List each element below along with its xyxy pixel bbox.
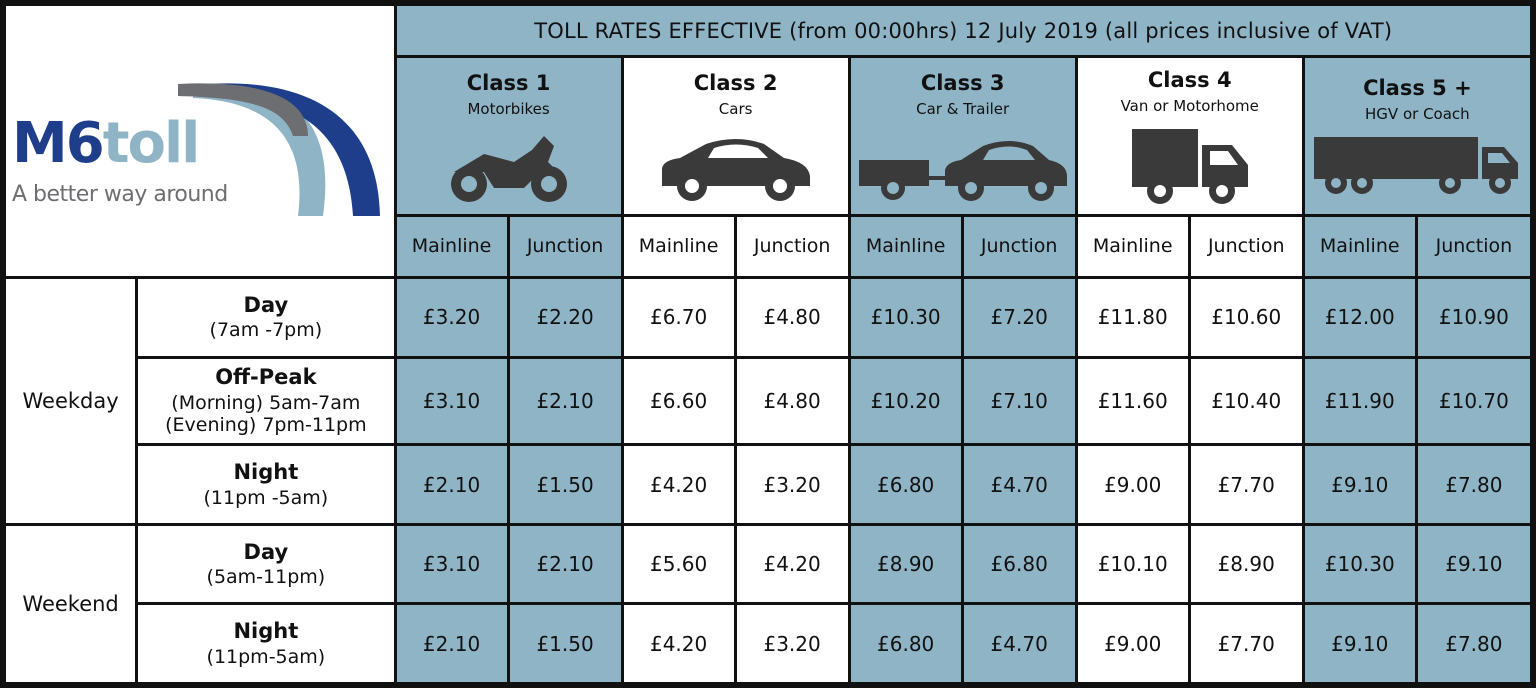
class-3-mainline-header: Mainline	[850, 216, 961, 276]
period-cell: Day (5am-11pm)	[138, 525, 394, 603]
price-cell: £8.90	[850, 525, 961, 603]
price-cell: £1.50	[509, 446, 621, 523]
price-cell: £3.20	[736, 605, 848, 682]
price-cell: £12.00	[1304, 279, 1415, 356]
price-cell: £5.60	[623, 525, 734, 603]
class-4-junction-header: Junction	[1190, 216, 1302, 276]
toll-rates-table: M6toll A better way around TOLL RATES EF…	[3, 3, 1533, 685]
price-cell: £10.30	[850, 279, 961, 356]
price-cell: £10.40	[1190, 358, 1302, 444]
price-cell: £1.50	[509, 605, 621, 682]
table-row: Weekend Day (5am-11pm) £3.10 £2.10 £5.60 £4…	[6, 525, 1530, 682]
price-cell: £10.90	[1417, 279, 1530, 356]
price-cell: £4.20	[736, 525, 848, 603]
weekend-label: Weekend	[6, 525, 136, 682]
table-row: Weekday Day (7am -7pm) £3.20 £2.20 £6.70 £4…	[6, 279, 1530, 523]
price-cell: £6.80	[963, 525, 1075, 603]
price-cell: £10.70	[1417, 358, 1530, 444]
price-cell: £7.70	[1190, 446, 1302, 523]
price-cell: £6.60	[623, 358, 734, 444]
table-title: TOLL RATES EFFECTIVE (from 00:00hrs) 12 …	[396, 6, 1530, 56]
logo-cell: M6toll A better way around	[6, 6, 394, 276]
price-cell: £2.10	[509, 525, 621, 603]
price-cell: £7.20	[963, 279, 1075, 356]
class-3-header: Class 3 Car & Trailer	[850, 58, 1075, 214]
price-cell: £6.80	[850, 446, 961, 523]
hgv-icon	[1314, 137, 1519, 195]
table-row: Off-Peak (Morning) 5am-7am (Evening) 7pm…	[6, 358, 1530, 444]
class-2-header: Class 2 Cars	[623, 58, 848, 214]
class-1-junction-header: Junction	[509, 216, 621, 276]
price-cell: £11.60	[1077, 358, 1188, 444]
period-cell: Night (11pm -5am)	[138, 446, 394, 523]
price-cell: £3.10	[396, 525, 507, 603]
class-5-junction-header: Junction	[1417, 216, 1530, 276]
price-cell: £4.80	[736, 279, 848, 356]
price-cell: £9.00	[1077, 605, 1188, 682]
class-4-mainline-header: Mainline	[1077, 216, 1188, 276]
class-1-mainline-header: Mainline	[396, 216, 507, 276]
period-cell: Off-Peak (Morning) 5am-7am (Evening) 7pm…	[138, 358, 394, 444]
price-cell: £6.80	[850, 605, 961, 682]
car-icon	[661, 139, 810, 202]
price-cell: £3.20	[736, 446, 848, 523]
van-icon	[1131, 129, 1248, 205]
price-cell: £7.80	[1417, 446, 1530, 523]
price-cell: £11.80	[1077, 279, 1188, 356]
price-cell: £10.10	[1077, 525, 1188, 603]
class-5-mainline-header: Mainline	[1304, 216, 1415, 276]
class-3-junction-header: Junction	[963, 216, 1075, 276]
price-cell: £4.20	[623, 446, 734, 523]
logo-wordmark: M6toll	[12, 111, 200, 176]
table-row: Night (11pm -5am) £2.10 £1.50 £4.20 £3.20 £6…	[6, 446, 1530, 523]
price-cell: £3.20	[396, 279, 507, 356]
price-cell: £4.20	[623, 605, 734, 682]
price-cell: £2.20	[509, 279, 621, 356]
price-cell: £10.60	[1190, 279, 1302, 356]
class-4-header: Class 4 Van or Motorhome	[1077, 58, 1302, 214]
motorbike-icon	[450, 136, 567, 203]
class-5-header: Class 5 + HGV or Coach	[1304, 58, 1530, 214]
table-row: Night (11pm-5am) £2.10 £1.50 £4.20 £3.20 £6.…	[6, 605, 1530, 682]
price-cell: £4.70	[963, 446, 1075, 523]
price-cell: £7.80	[1417, 605, 1530, 682]
class-2-mainline-header: Mainline	[623, 216, 734, 276]
m6toll-logo-swoosh	[178, 83, 380, 216]
price-cell: £4.70	[963, 605, 1075, 682]
price-cell: £7.10	[963, 358, 1075, 444]
price-cell: £9.10	[1417, 525, 1530, 603]
price-cell: £2.10	[396, 446, 507, 523]
price-cell: £10.20	[850, 358, 961, 444]
price-cell: £9.10	[1304, 605, 1415, 682]
price-cell: £11.90	[1304, 358, 1415, 444]
period-cell: Day (7am -7pm)	[138, 279, 394, 356]
period-cell: Night (11pm-5am)	[138, 605, 394, 682]
price-cell: £3.10	[396, 358, 507, 444]
price-cell: £10.30	[1304, 525, 1415, 603]
weekday-label: Weekday	[6, 279, 136, 523]
class-1-header: Class 1 Motorbikes	[396, 58, 621, 214]
class-2-junction-header: Junction	[736, 216, 848, 276]
price-cell: £7.70	[1190, 605, 1302, 682]
logo-tagline: A better way around	[12, 182, 228, 207]
price-cell: £9.10	[1304, 446, 1415, 523]
price-cell: £6.70	[623, 279, 734, 356]
price-cell: £9.00	[1077, 446, 1188, 523]
price-cell: £4.80	[736, 358, 848, 444]
price-cell: £8.90	[1190, 525, 1302, 603]
car-trailer-icon	[858, 141, 1067, 202]
price-cell: £2.10	[509, 358, 621, 444]
price-cell: £2.10	[396, 605, 507, 682]
